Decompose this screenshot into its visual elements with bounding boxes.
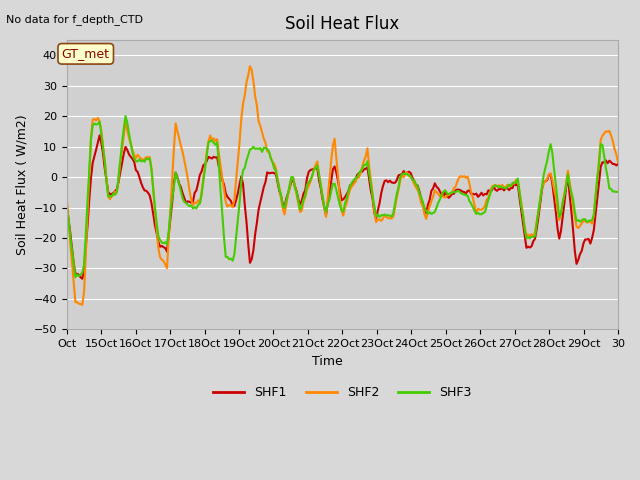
SHF3 [550,167,558,172]
Text: GT_met: GT_met [61,48,109,60]
SHF1 [79,276,86,282]
SHF1 [146,192,154,198]
SHF2 [79,302,86,308]
Line: SHF2: SHF2 [67,66,618,305]
Title: Soil Heat Flux: Soil Heat Flux [285,15,399,33]
SHF2 [246,63,254,69]
SHF2 [462,175,470,180]
SHF3 [614,189,622,194]
SHF1 [462,191,470,196]
SHF1 [96,132,104,138]
SHF1 [519,220,527,226]
SHF1 [63,202,70,207]
SHF2 [550,186,558,192]
Line: SHF3: SHF3 [67,116,618,277]
SHF1 [351,179,359,184]
Text: No data for f_depth_CTD: No data for f_depth_CTD [6,14,143,25]
SHF2 [351,179,359,184]
SHF2 [614,159,622,165]
SHF3 [63,205,70,211]
SHF3 [122,113,129,119]
SHF1 [614,161,622,167]
SHF3 [72,275,79,280]
Legend: SHF1, SHF2, SHF3: SHF1, SHF2, SHF3 [208,381,477,404]
SHF2 [144,155,152,160]
X-axis label: Time: Time [312,355,342,368]
SHF2 [519,211,527,217]
SHF3 [455,188,463,194]
SHF1 [550,194,558,200]
SHF3 [351,175,359,181]
SHF2 [63,195,70,201]
Line: SHF1: SHF1 [67,135,618,279]
Y-axis label: Soil Heat Flux ( W/m2): Soil Heat Flux ( W/m2) [15,114,28,255]
SHF3 [146,156,154,161]
SHF3 [519,212,527,218]
SHF1 [455,187,463,192]
SHF3 [462,192,470,198]
SHF2 [455,175,463,180]
